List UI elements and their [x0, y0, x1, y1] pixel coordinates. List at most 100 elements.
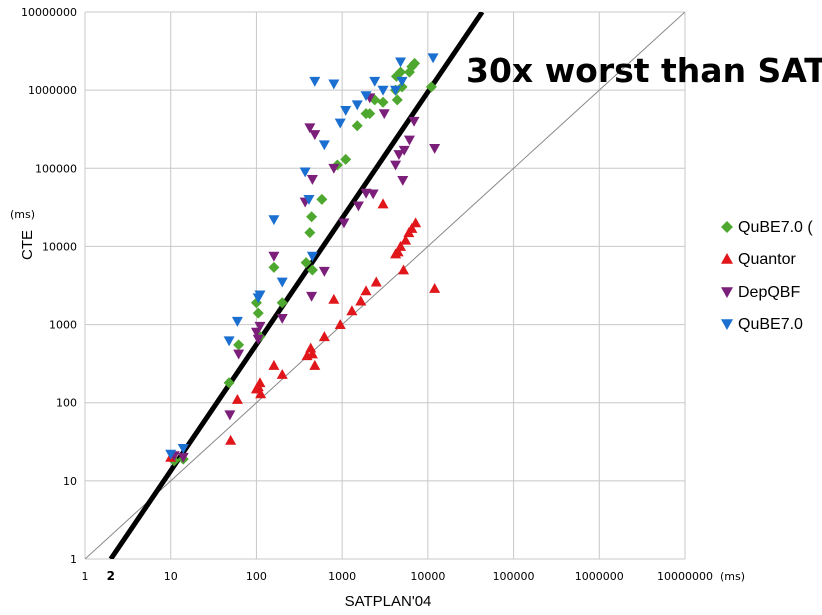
point-s0-9: [300, 257, 312, 269]
point-s2-24: [397, 175, 409, 186]
point-s2-17: [352, 201, 364, 212]
point-s1-17: [355, 295, 367, 306]
point-s1-11: [306, 348, 318, 359]
legend-marker-2: [721, 287, 733, 298]
point-s3-8: [299, 167, 311, 178]
point-s2-8: [276, 313, 288, 324]
point-s3-16: [351, 100, 363, 111]
point-s3-5: [254, 290, 266, 301]
point-s3-1: [177, 444, 189, 454]
point-s2-21: [378, 109, 390, 120]
point-s3-10: [306, 251, 318, 262]
point-s0-8: [276, 297, 288, 309]
y-tick-label-2: 100: [56, 397, 77, 410]
point-s0-28: [409, 57, 421, 69]
x-tick-label-7: 10000000: [657, 570, 713, 583]
series-3: [165, 53, 439, 460]
point-s2-14: [318, 266, 330, 277]
point-s1-18: [360, 285, 372, 296]
point-s1-13: [318, 331, 330, 342]
point-s2-28: [429, 143, 441, 154]
point-s0-20: [377, 96, 389, 108]
point-s3-20: [390, 85, 402, 96]
point-s1-14: [328, 293, 340, 304]
point-s3-2: [223, 336, 235, 347]
point-s3-6: [268, 215, 280, 226]
legend-label-2: DepQBF: [738, 284, 800, 301]
point-s1-27: [406, 222, 418, 233]
point-s1-20: [377, 198, 389, 209]
point-s2-13: [309, 130, 321, 141]
x-tick-label-6: 1000000: [575, 570, 624, 583]
x-axis-title: SATPLAN'04: [345, 593, 432, 610]
series-0: [168, 57, 437, 467]
legend-label-3: QuBE7.0: [738, 316, 803, 333]
legend-marker-1: [721, 253, 733, 264]
legend-label-0: QuBE7.0 (: [738, 219, 813, 236]
point-s1-7: [268, 359, 280, 370]
point-s3-11: [309, 76, 321, 87]
point-s3-12: [318, 140, 330, 151]
annotation-30x: 30x worst than SAT: [466, 51, 822, 90]
point-s3-17: [360, 91, 372, 102]
point-s0-23: [391, 94, 403, 106]
point-s1-10: [305, 342, 317, 353]
point-s2-15: [328, 163, 340, 174]
point-s1-8: [276, 368, 288, 379]
y-tick-label-5: 100000: [35, 162, 77, 175]
point-s0-15: [340, 153, 352, 165]
point-s3-22: [396, 76, 408, 87]
point-s1-25: [400, 234, 412, 245]
point-s1-12: [309, 359, 321, 370]
point-s3-3: [231, 316, 243, 327]
point-s0-24: [395, 66, 407, 78]
point-s1-6: [255, 388, 267, 399]
y-tick-label-6: 1000000: [28, 84, 77, 97]
point-s1-24: [398, 264, 410, 275]
point-s3-19: [377, 85, 389, 96]
point-s0-18: [364, 108, 376, 120]
point-s3-9: [303, 194, 315, 205]
point-s1-23: [395, 240, 407, 251]
point-s2-12: [306, 175, 318, 185]
point-s1-15: [334, 319, 346, 329]
point-s1-28: [410, 217, 422, 228]
point-s0-25: [396, 81, 408, 93]
point-s0-5: [252, 307, 264, 319]
point-s3-0: [165, 449, 177, 460]
point-s1-19: [370, 276, 382, 287]
x-tick-label-1: 10: [164, 570, 178, 583]
point-s3-7: [276, 277, 288, 288]
x-tick-label-5: 100000: [493, 570, 535, 583]
point-s2-1: [177, 452, 189, 463]
point-s2-5: [252, 334, 264, 345]
point-s2-26: [403, 135, 415, 146]
point-s0-16: [351, 120, 363, 132]
point-s3-13: [328, 79, 340, 90]
point-s0-29: [425, 81, 437, 93]
reference-line-30x: [108, 12, 485, 559]
x-axis-unit: (ms): [720, 570, 745, 583]
x-tick-labels: 1 10 100 1000 10000 100000 1000000 10000000: [82, 570, 714, 583]
y-axis-title: CTE: [19, 230, 36, 260]
point-s2-20: [367, 189, 379, 200]
y-tick-label-3: 1000: [49, 319, 77, 332]
x-tick-label-2: 100: [246, 570, 267, 583]
legend-marker-3: [721, 319, 733, 330]
point-s1-1: [225, 434, 237, 445]
point-s2-27: [408, 116, 420, 127]
grid-lines: [84, 11, 686, 560]
point-s0-2: [223, 377, 235, 389]
point-s2-10: [304, 123, 316, 134]
legend-label-1: Quantor: [738, 251, 796, 268]
y-axis-unit: (ms): [10, 208, 35, 221]
point-s2-25: [398, 145, 410, 156]
reference-lines: [85, 12, 685, 559]
reference-line-y-equals-x: [85, 12, 685, 559]
x-tick-label-3: 1000: [328, 570, 356, 583]
point-s3-23: [427, 53, 439, 64]
point-s0-3: [233, 339, 245, 351]
point-s3-14: [334, 118, 346, 129]
y-tick-label-1: 10: [63, 475, 77, 488]
